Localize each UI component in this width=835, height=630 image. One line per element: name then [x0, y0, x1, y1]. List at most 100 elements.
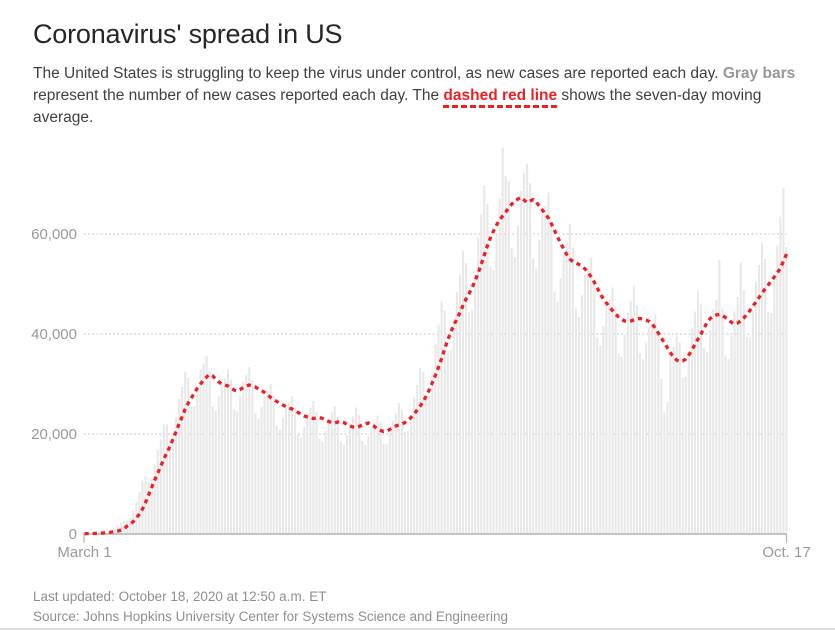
daily-cases-bar: [767, 312, 770, 535]
daily-cases-bar: [272, 396, 275, 535]
daily-cases-bar: [455, 292, 458, 535]
daily-cases-bar: [419, 368, 422, 535]
daily-cases-bar: [257, 418, 260, 535]
daily-cases-bar: [635, 305, 638, 535]
daily-cases-bar: [318, 438, 321, 535]
daily-cases-bar: [294, 407, 297, 535]
daily-cases-bar: [248, 367, 251, 535]
daily-cases-bar: [236, 411, 239, 535]
daily-cases-bar: [657, 335, 660, 535]
daily-cases-bar: [562, 253, 565, 535]
daily-cases-bar: [352, 416, 355, 535]
daily-cases-bar: [712, 309, 715, 535]
daily-cases-bar: [278, 429, 281, 535]
daily-cases-bar: [113, 528, 117, 535]
daily-cases-bar: [538, 240, 541, 535]
daily-cases-bar: [526, 164, 529, 535]
daily-cases-bar: [223, 378, 226, 535]
daily-cases-bar: [699, 303, 703, 535]
daily-cases-bar: [498, 198, 501, 535]
daily-cases-bar: [642, 359, 645, 535]
daily-cases-bar: [501, 147, 504, 535]
daily-cases-bar: [516, 225, 519, 535]
daily-cases-bar: [233, 409, 236, 535]
daily-cases-bar: [458, 274, 461, 535]
daily-cases-bar: [403, 432, 407, 535]
daily-cases-bar: [330, 412, 333, 535]
daily-cases-bar: [721, 307, 724, 535]
daily-cases-bar: [434, 343, 437, 535]
daily-cases-bar: [226, 369, 229, 535]
daily-cases-bar: [446, 351, 449, 535]
daily-cases-bar: [739, 262, 742, 535]
daily-cases-bar: [406, 431, 410, 535]
daily-cases-bar: [724, 355, 727, 535]
daily-cases-bar: [245, 375, 248, 535]
daily-cases-bar: [745, 337, 748, 535]
daily-cases-bar: [547, 192, 550, 535]
daily-cases-bar: [507, 181, 510, 535]
daily-cases-bar: [303, 426, 306, 535]
daily-cases-bar: [327, 418, 330, 535]
daily-cases-bar: [287, 403, 291, 535]
daily-cases-bar: [519, 191, 523, 535]
page-title: Coronavirus' spread in US: [33, 19, 343, 49]
daily-cases-bar: [364, 445, 367, 535]
last-updated-text: Last updated: October 18, 2020 at 12:50 …: [33, 589, 327, 605]
daily-cases-bar: [367, 436, 370, 535]
daily-cases-bar: [437, 324, 440, 535]
daily-cases-bar: [687, 352, 690, 535]
daily-cases-bar: [193, 406, 196, 535]
daily-cases-bar: [544, 206, 547, 535]
daily-cases-bar: [468, 312, 471, 535]
daily-cases-bar: [217, 396, 220, 535]
x-axis-label-end: Oct. 17: [762, 544, 810, 561]
daily-cases-bar: [345, 435, 349, 535]
daily-cases-bar: [263, 395, 266, 535]
daily-cases-bar: [300, 437, 303, 535]
daily-cases-bar: [388, 432, 391, 535]
daily-cases-bar: [336, 417, 339, 535]
daily-cases-bar: [251, 380, 254, 535]
daily-cases-bars: [83, 147, 788, 535]
daily-cases-bar: [577, 317, 580, 535]
daily-cases-bar: [660, 379, 663, 535]
y-axis-tick-label: 0: [69, 526, 77, 543]
daily-cases-bar: [104, 532, 107, 535]
daily-cases-bar: [269, 384, 272, 535]
daily-cases-bar: [669, 356, 672, 535]
daily-cases-bar: [425, 399, 428, 535]
daily-cases-bar: [532, 258, 535, 535]
daily-cases-bar: [681, 377, 684, 535]
daily-cases-bar: [150, 477, 153, 535]
daily-cases-bar: [782, 188, 785, 535]
daily-cases-bar: [297, 434, 300, 535]
daily-cases-bar: [761, 243, 764, 535]
daily-cases-bar: [773, 280, 776, 535]
daily-cases-bar: [727, 359, 730, 535]
daily-cases-bar: [736, 297, 739, 535]
daily-cases-bar: [486, 203, 489, 535]
daily-cases-bar: [510, 248, 513, 535]
daily-cases-bar: [220, 383, 223, 535]
daily-cases-bar: [764, 259, 767, 535]
x-axis-label-start: March 1: [57, 544, 111, 561]
daily-cases-bar: [477, 237, 480, 535]
daily-cases-bar: [584, 274, 587, 535]
daily-cases-bar: [489, 267, 492, 535]
daily-cases-bar: [617, 353, 620, 535]
daily-cases-bar: [757, 265, 761, 535]
daily-cases-bar: [440, 301, 443, 535]
daily-cases-bar: [138, 492, 141, 535]
daily-cases-bar: [443, 310, 446, 535]
daily-cases-bar: [568, 224, 571, 535]
daily-cases-bar: [703, 348, 706, 535]
daily-cases-bar: [626, 312, 629, 535]
daily-cases-bar: [370, 427, 373, 535]
chart-description: The United States is struggling to keep …: [33, 63, 807, 129]
daily-cases-bar: [690, 328, 693, 535]
daily-cases-bar: [165, 424, 168, 535]
daily-cases-bar: [522, 172, 526, 535]
daily-cases-bar: [693, 311, 696, 535]
daily-cases-bar: [358, 415, 361, 535]
